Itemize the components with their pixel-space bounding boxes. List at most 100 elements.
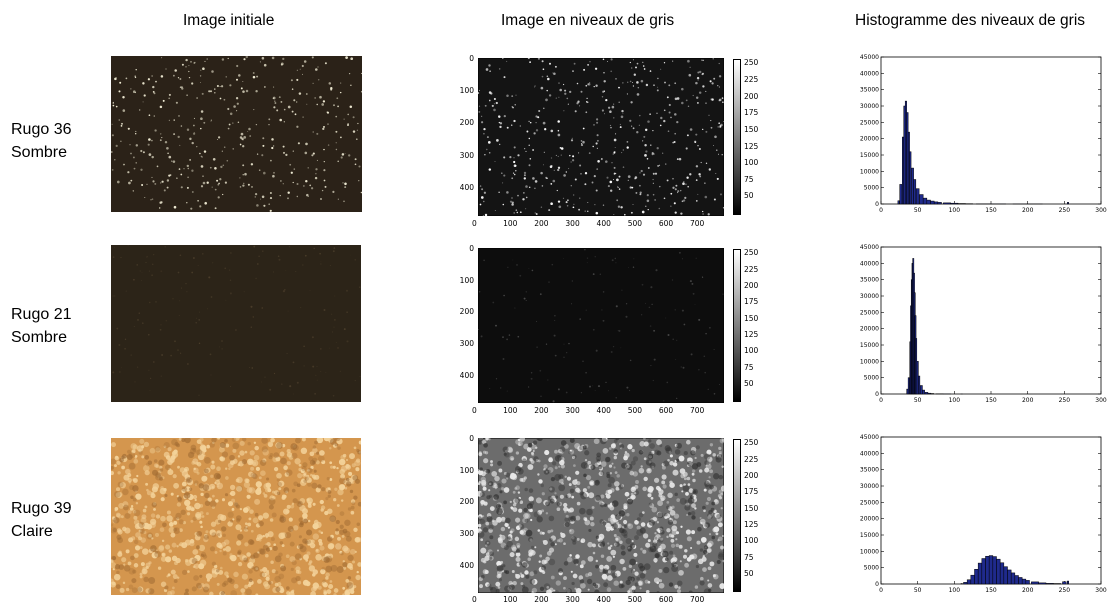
- gray-speck: [683, 199, 685, 201]
- texture-speck: [305, 152, 308, 155]
- texture-speck: [322, 128, 324, 130]
- texture-speck: [243, 183, 244, 184]
- gray-speck: [605, 99, 607, 101]
- texture-shadow: [210, 546, 215, 551]
- gray-speck: [568, 104, 569, 105]
- gray-speck: [524, 148, 525, 149]
- texture-speck: [345, 56, 348, 59]
- texture-speck: [174, 561, 178, 565]
- gray-shadow: [684, 505, 690, 511]
- gray-speck: [495, 325, 497, 327]
- histogram-bar: [978, 563, 982, 584]
- texture-shadow: [234, 502, 238, 506]
- texture-speck: [297, 581, 301, 585]
- texture-speck: [142, 82, 144, 84]
- gray-speck: [558, 134, 561, 137]
- histogram-bar: [964, 582, 968, 584]
- gray-speck: [653, 173, 655, 175]
- texture-speck: [220, 166, 222, 168]
- texture-shadow: [340, 511, 345, 516]
- gray-speck: [677, 190, 679, 192]
- gray-shadow: [603, 582, 608, 587]
- gray-speck: [704, 489, 707, 492]
- gray-speck: [489, 100, 491, 102]
- gray-speck: [680, 190, 681, 191]
- gray-speck: [620, 126, 622, 128]
- gray-speck: [559, 89, 562, 92]
- texture-speck: [173, 574, 178, 579]
- texture-speck: [181, 542, 187, 548]
- gray-speck: [662, 474, 667, 479]
- texture-speck: [289, 164, 291, 166]
- gray-speck: [623, 166, 625, 168]
- gray-speck: [490, 506, 495, 511]
- texture-speck: [230, 252, 231, 253]
- texture-speck: [181, 288, 182, 289]
- texture-speck: [195, 322, 196, 323]
- gray-speck: [546, 344, 547, 345]
- gray-shadow: [649, 503, 652, 506]
- gray-shadow: [648, 452, 653, 457]
- texture-speck: [148, 144, 150, 146]
- gray-speck: [703, 509, 706, 512]
- gray-speck: [642, 550, 646, 554]
- texture-speck: [312, 523, 318, 529]
- gray-x-tick-label: 100: [503, 406, 517, 415]
- texture-speck: [239, 177, 240, 178]
- gray-shadow: [629, 559, 636, 566]
- gray-speck: [681, 88, 684, 91]
- texture-speck: [181, 186, 183, 188]
- gray-speck: [512, 570, 515, 573]
- texture-speck: [259, 169, 261, 171]
- gray-speck: [499, 126, 501, 128]
- gray-speck: [646, 84, 648, 86]
- texture-speck: [355, 551, 357, 553]
- texture-speck: [240, 144, 242, 146]
- texture-speck: [225, 300, 226, 301]
- texture-speck: [262, 137, 264, 139]
- gray-speck: [633, 59, 634, 60]
- gray-speck: [596, 560, 598, 562]
- gray-speck: [616, 538, 619, 541]
- gray-speck: [691, 353, 693, 355]
- gray-shadow: [639, 513, 644, 518]
- texture-shadow: [328, 490, 332, 494]
- gray-speck: [657, 89, 659, 91]
- gray-speck: [575, 479, 577, 481]
- texture-speck: [128, 562, 132, 566]
- texture-speck: [244, 585, 248, 589]
- texture-speck: [296, 126, 298, 128]
- grayscale-image: [478, 248, 724, 403]
- texture-speck: [203, 454, 205, 456]
- texture-speck: [320, 198, 322, 200]
- gray-speck: [657, 521, 659, 523]
- colorbar-tick-label: 100: [744, 536, 758, 545]
- gray-shadow: [515, 466, 521, 472]
- texture-speck: [117, 181, 120, 184]
- texture-speck: [317, 160, 318, 161]
- texture-shadow: [352, 501, 356, 505]
- texture-speck: [202, 253, 203, 254]
- gray-speck: [503, 358, 505, 360]
- texture-speck: [306, 93, 308, 95]
- gray-speck: [587, 486, 590, 489]
- gray-speck: [532, 149, 534, 151]
- texture-speck: [184, 469, 187, 472]
- gray-speck: [581, 140, 583, 142]
- gray-speck: [545, 99, 548, 102]
- texture-speck: [123, 582, 125, 584]
- gray-speck: [646, 468, 651, 473]
- gray-speck: [660, 69, 661, 70]
- texture-speck: [201, 185, 203, 187]
- texture-shadow: [280, 541, 283, 544]
- texture-speck: [159, 545, 164, 550]
- texture-speck: [225, 468, 227, 470]
- gray-speck: [670, 117, 672, 119]
- grayscale-image: [478, 438, 724, 593]
- texture-speck: [273, 97, 276, 100]
- texture-shadow: [307, 482, 311, 486]
- gray-speck: [649, 113, 651, 115]
- texture-speck: [116, 145, 118, 147]
- texture-speck: [136, 475, 138, 477]
- texture-speck: [251, 367, 253, 369]
